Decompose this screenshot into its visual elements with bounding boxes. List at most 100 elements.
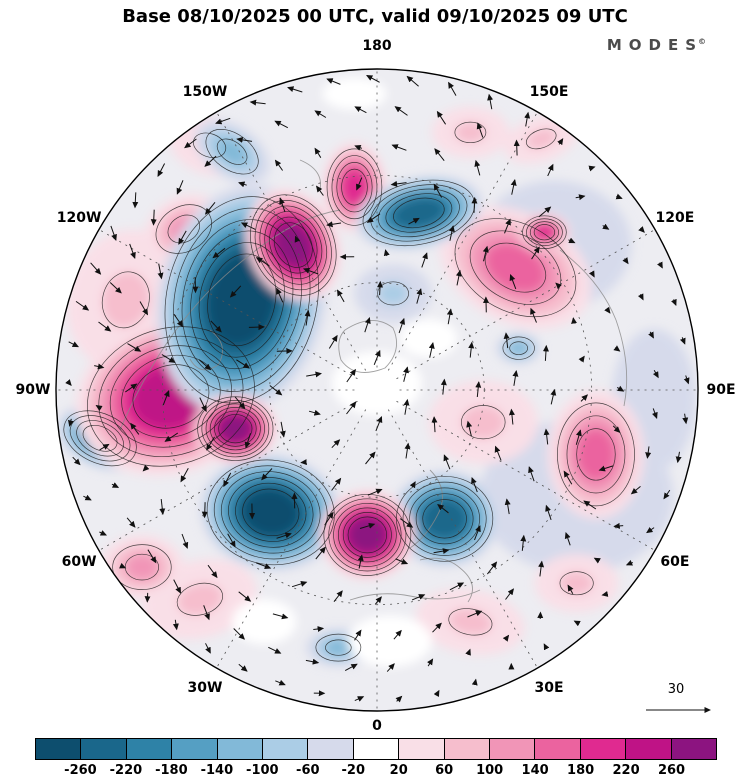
- contour-line: [273, 222, 313, 268]
- anomaly-fill: [399, 319, 458, 358]
- contour-line: [109, 345, 233, 448]
- contour-line: [448, 608, 493, 636]
- wind-arrow: [542, 344, 549, 361]
- colorbar-tick-label: 140: [521, 763, 549, 778]
- longitude-label: 120W: [57, 210, 102, 226]
- contour-line: [76, 420, 124, 457]
- latitude-circle: [161, 174, 593, 606]
- longitude-labels: 180 150E 120E 90E 60E 30E 0 30W 60W 90W 120W 150W: [16, 38, 736, 734]
- wind-arrow: [474, 525, 481, 541]
- wind-arrow: [308, 409, 321, 416]
- anomaly-fill: [422, 499, 467, 539]
- wind-arrow: [150, 209, 157, 226]
- contour-line: [264, 211, 323, 279]
- wind-arrow: [567, 584, 574, 594]
- colorbar-segment: [263, 739, 309, 759]
- contour-line: [315, 633, 362, 662]
- wind-arrow: [427, 658, 434, 667]
- longitude-label: 180: [362, 38, 391, 54]
- wind-arrow: [291, 580, 308, 588]
- contour-line: [529, 221, 559, 244]
- wind-arrow: [475, 381, 482, 398]
- wind-arrow: [162, 389, 170, 406]
- wind-arrow: [65, 379, 72, 386]
- contour-lines: [63, 121, 635, 662]
- wind-arrow: [645, 446, 652, 459]
- wind-arrow: [326, 221, 342, 228]
- wind-arrow: [236, 359, 250, 369]
- wind-arrow: [436, 110, 447, 125]
- wind-arrow: [638, 226, 645, 233]
- wind-arrow: [316, 185, 324, 196]
- wind-arrow: [503, 332, 510, 349]
- colorbar-tick-labels: -260 -220 -180 -140 -100 -60 -20 20 60 100 140 180 2…: [35, 763, 717, 781]
- longitude-label: 90W: [16, 382, 51, 398]
- wind-arrow: [487, 561, 498, 575]
- wind-arrow: [203, 605, 210, 621]
- meridian-line: [215, 110, 367, 371]
- wind-arrow: [455, 269, 462, 286]
- contour-line: [235, 482, 307, 542]
- colorbar: [35, 738, 717, 760]
- wind-arrow: [583, 500, 597, 510]
- wind-arrow: [119, 562, 127, 569]
- wind-arrow: [564, 531, 571, 546]
- colorbar-tick-label: 100: [476, 763, 504, 778]
- wind-arrow: [109, 282, 122, 294]
- contour-line: [469, 230, 562, 305]
- wind-arrow: [256, 562, 272, 570]
- wind-arrow: [448, 225, 455, 241]
- wind-arrow: [557, 138, 564, 146]
- longitude-label: 120E: [656, 210, 695, 226]
- contour-line: [342, 512, 392, 558]
- wind-arrow: [433, 183, 443, 198]
- wind-arrow: [625, 560, 634, 566]
- colorbar-segment: [308, 739, 354, 759]
- wind-arrow: [433, 689, 440, 697]
- wind-arrow: [547, 163, 554, 177]
- wind-arrow: [212, 247, 226, 259]
- colorbar-tick-label: 20: [389, 763, 408, 778]
- wind-arrow: [99, 443, 110, 451]
- wind-arrow: [373, 349, 381, 365]
- contour-line: [566, 415, 626, 494]
- wind-arrow: [604, 306, 611, 314]
- contour-line: [193, 132, 227, 158]
- wind-arrow: [125, 383, 138, 393]
- contour-line: [214, 410, 257, 447]
- wind-arrow: [538, 560, 545, 577]
- wind-arrow: [406, 75, 419, 87]
- wind-arrow: [679, 337, 686, 345]
- wind-arrow: [615, 193, 623, 200]
- meridian-line: [387, 409, 539, 670]
- wind-arrow: [72, 456, 81, 466]
- contour-line: [205, 403, 265, 454]
- wind-arrow: [416, 288, 423, 304]
- contour-line: [377, 188, 460, 238]
- contour-line: [328, 498, 407, 572]
- wind-arrow: [386, 663, 395, 672]
- wind-arrow: [524, 111, 531, 127]
- wind-arrow: [333, 590, 343, 603]
- wind-arrow: [83, 494, 92, 501]
- wind-arrow: [268, 646, 282, 654]
- wind-arrow: [432, 622, 442, 633]
- wind-arrow: [509, 273, 517, 290]
- modes-logo-text: MODES: [606, 36, 703, 54]
- wind-arrow: [127, 343, 142, 352]
- wind-arrow: [276, 287, 284, 303]
- wind-arrow: [404, 442, 411, 459]
- colorbar-tick-label: -180: [155, 763, 188, 778]
- contour-line: [422, 499, 467, 539]
- wind-arrow: [431, 416, 438, 433]
- coastline-path: [349, 589, 481, 601]
- wind-arrow: [274, 120, 289, 129]
- wind-arrow: [512, 370, 519, 386]
- wind-arrow: [421, 252, 428, 268]
- map-boundary-circle: [55, 68, 699, 712]
- wind-arrow: [433, 548, 450, 555]
- anomaly-fill: [177, 583, 223, 616]
- wind-arrow: [354, 629, 362, 641]
- wind-arrow: [272, 613, 289, 620]
